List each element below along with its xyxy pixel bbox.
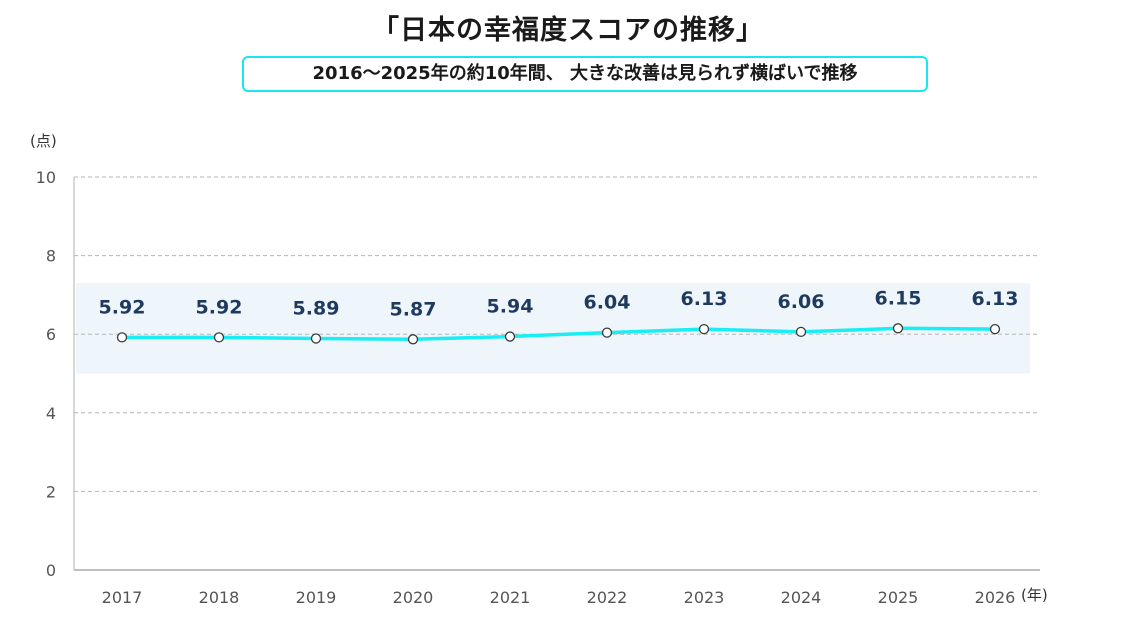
data-label: 6.06 bbox=[778, 291, 825, 313]
y-tick-label: 6 bbox=[46, 325, 56, 344]
data-label: 5.94 bbox=[487, 296, 534, 318]
data-point bbox=[601, 327, 613, 338]
data-point bbox=[504, 331, 516, 342]
chart-title: 「日本の幸福度スコアの推移」 bbox=[372, 15, 764, 46]
chart-subtitle: 2016～2025年の約10年間、 大きな改善は見られず横ばいで推移 bbox=[242, 56, 928, 92]
data-label: 6.13 bbox=[972, 288, 1019, 310]
x-tick-label: 2021 bbox=[490, 588, 531, 607]
data-point bbox=[989, 323, 1001, 335]
x-tick-label: 2022 bbox=[587, 588, 628, 607]
x-axis-unit: (年) bbox=[1021, 586, 1048, 604]
y-tick-label: 4 bbox=[46, 404, 56, 423]
x-tick-label: 2020 bbox=[393, 588, 434, 607]
y-tick-label: 0 bbox=[46, 561, 56, 580]
data-point bbox=[795, 326, 807, 337]
data-label: 6.04 bbox=[584, 292, 631, 314]
y-tick-label: 10 bbox=[36, 168, 56, 187]
data-point bbox=[698, 323, 710, 335]
y-tick-label: 2 bbox=[46, 482, 56, 501]
x-tick-label: 2026 bbox=[975, 588, 1016, 607]
x-tick-label: 2019 bbox=[296, 588, 337, 607]
data-label: 5.87 bbox=[390, 298, 437, 320]
data-label: 6.13 bbox=[681, 288, 728, 310]
x-tick-label: 2018 bbox=[199, 588, 240, 607]
y-axis-unit: (点) bbox=[30, 132, 57, 150]
x-tick-label: 2025 bbox=[878, 588, 919, 607]
data-label: 5.92 bbox=[196, 296, 243, 318]
data-point bbox=[310, 333, 322, 344]
data-label: 5.89 bbox=[293, 298, 340, 320]
data-point bbox=[213, 332, 225, 343]
x-tick-label: 2024 bbox=[781, 588, 822, 607]
series-line bbox=[120, 326, 997, 342]
data-point bbox=[407, 334, 419, 345]
data-point bbox=[116, 332, 128, 343]
data-label: 5.92 bbox=[99, 296, 146, 318]
y-tick-label: 8 bbox=[46, 247, 56, 266]
data-label: 6.15 bbox=[875, 287, 922, 309]
data-point bbox=[892, 323, 904, 334]
x-tick-label: 2017 bbox=[102, 588, 143, 607]
x-tick-label: 2023 bbox=[684, 588, 725, 607]
